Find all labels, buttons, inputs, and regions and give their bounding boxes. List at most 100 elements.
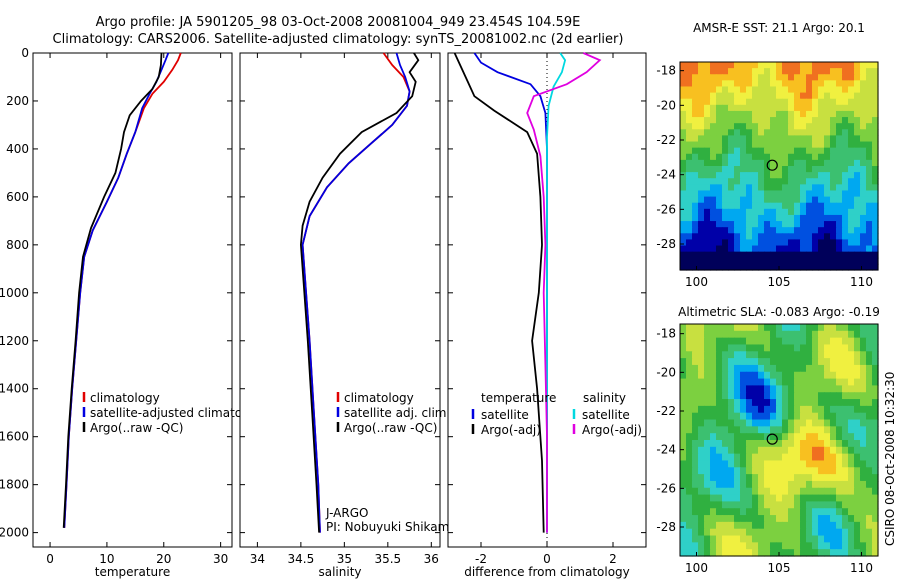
sst-map-cell xyxy=(746,153,753,161)
sst-map-cell xyxy=(722,98,729,106)
sla-map-cell xyxy=(806,440,813,448)
sla-map-cell xyxy=(872,358,879,366)
sla-map-cell xyxy=(872,330,879,339)
sla-map-cell xyxy=(812,453,819,462)
sla-map-cell xyxy=(740,474,747,482)
sla-map-cell xyxy=(710,494,717,503)
sla-map-cell xyxy=(752,392,759,400)
sla-map-cell xyxy=(806,358,813,366)
sst-map-cell xyxy=(788,80,795,88)
sst-map-cell xyxy=(686,159,693,167)
sst-map-cell xyxy=(848,202,855,210)
sla-map-cell xyxy=(752,364,759,373)
sla-map-cell xyxy=(722,412,729,421)
sla-map-cell xyxy=(770,446,777,455)
sla-map-cell xyxy=(776,399,783,407)
sla-map-cell xyxy=(716,460,723,468)
sla-map-cell xyxy=(758,378,765,387)
sla-map-cell xyxy=(818,535,825,543)
sst-map-cell xyxy=(734,98,741,106)
sst-map-cell xyxy=(872,159,879,167)
sst-map-cell xyxy=(728,245,735,253)
sst-map-cell xyxy=(788,233,795,241)
sst-map-cell xyxy=(860,80,867,88)
sst-map-cell xyxy=(818,245,825,253)
sla-map-cell xyxy=(812,330,819,339)
sst-map-cell xyxy=(872,202,879,210)
sst-map-cell xyxy=(698,202,705,210)
sla-map-cell xyxy=(788,433,795,441)
sla-map-cell xyxy=(764,440,771,448)
sla-map-cell xyxy=(686,521,693,530)
sst-map-cell xyxy=(716,62,723,69)
sla-map-cell xyxy=(800,487,807,496)
sla-map-cell xyxy=(716,521,723,530)
sst-map-cell xyxy=(764,123,771,130)
sst-map-cell xyxy=(758,227,765,234)
sst-map-cell xyxy=(770,110,777,118)
sla-map-cell xyxy=(716,549,723,557)
sla-map-cell xyxy=(710,521,717,530)
sst-map-cell xyxy=(758,62,765,69)
sst-map-cell xyxy=(728,172,735,179)
sla-map-cell xyxy=(734,364,741,373)
sla-map-cell xyxy=(698,330,705,339)
sst-map-cell xyxy=(740,221,747,228)
sst-map-cell xyxy=(710,233,717,241)
sla-map-cell xyxy=(680,480,687,489)
sst-map-cell xyxy=(770,104,777,112)
sla-map-cell xyxy=(764,515,771,523)
sst-map-cell xyxy=(776,190,783,198)
sst-map-cell xyxy=(872,227,879,234)
sla-map-cell xyxy=(800,549,807,557)
sla-map-cell xyxy=(710,515,717,523)
sst-map-cell xyxy=(704,80,711,88)
sst-map-cell xyxy=(734,166,741,173)
sla-map-cell xyxy=(794,405,801,414)
sst-map-cell xyxy=(716,208,723,216)
sla-map-cell xyxy=(812,480,819,489)
sla-map-cell xyxy=(848,460,855,468)
sst-map-cell xyxy=(680,80,687,88)
sla-map-cell xyxy=(686,324,693,332)
sst-map-xtick-label: 110 xyxy=(850,275,873,289)
sst-map-cell xyxy=(854,184,861,192)
sla-map-cell xyxy=(752,521,759,530)
sst-map-cell xyxy=(806,257,813,265)
sst-map-cell xyxy=(734,190,741,198)
sla-map-cell xyxy=(806,460,813,468)
sst-map-cell xyxy=(866,257,873,265)
sst-map-cell xyxy=(746,62,753,69)
sla-map-cell xyxy=(746,392,753,400)
sla-map-cell xyxy=(734,412,741,421)
sla-map-cell xyxy=(848,405,855,414)
sla-map-cell xyxy=(770,412,777,421)
sla-map-cell xyxy=(764,344,771,352)
sst-map-cell xyxy=(812,245,819,253)
sst-map-cell xyxy=(758,166,765,173)
sla-map-cell xyxy=(782,440,789,448)
sla-map-cell xyxy=(722,392,729,400)
sla-map-cell xyxy=(764,358,771,366)
sst-map-cell xyxy=(836,86,843,94)
sla-map-cell xyxy=(740,528,747,537)
sla-map-cell xyxy=(770,487,777,496)
sla-map-cell xyxy=(776,337,783,346)
sst-map-cell xyxy=(686,178,693,185)
sst-map-cell xyxy=(800,153,807,161)
sst-map-cell xyxy=(812,172,819,179)
salinity-legend-label: satellite adj. clim. xyxy=(344,406,450,420)
sla-map-cell xyxy=(866,480,873,489)
sla-map-cell xyxy=(722,419,729,427)
sst-map-cell xyxy=(722,92,729,100)
sla-map-cell xyxy=(860,330,867,339)
sla-map-cell xyxy=(860,440,867,448)
sst-map-cell xyxy=(812,159,819,167)
sst-map-cell xyxy=(764,104,771,112)
sla-map-cell xyxy=(758,515,765,523)
sla-map-cell xyxy=(812,399,819,407)
sla-map-cell xyxy=(854,521,861,530)
sst-map-cell xyxy=(704,233,711,241)
sla-map-cell xyxy=(800,460,807,468)
sst-map-cell xyxy=(794,202,801,210)
